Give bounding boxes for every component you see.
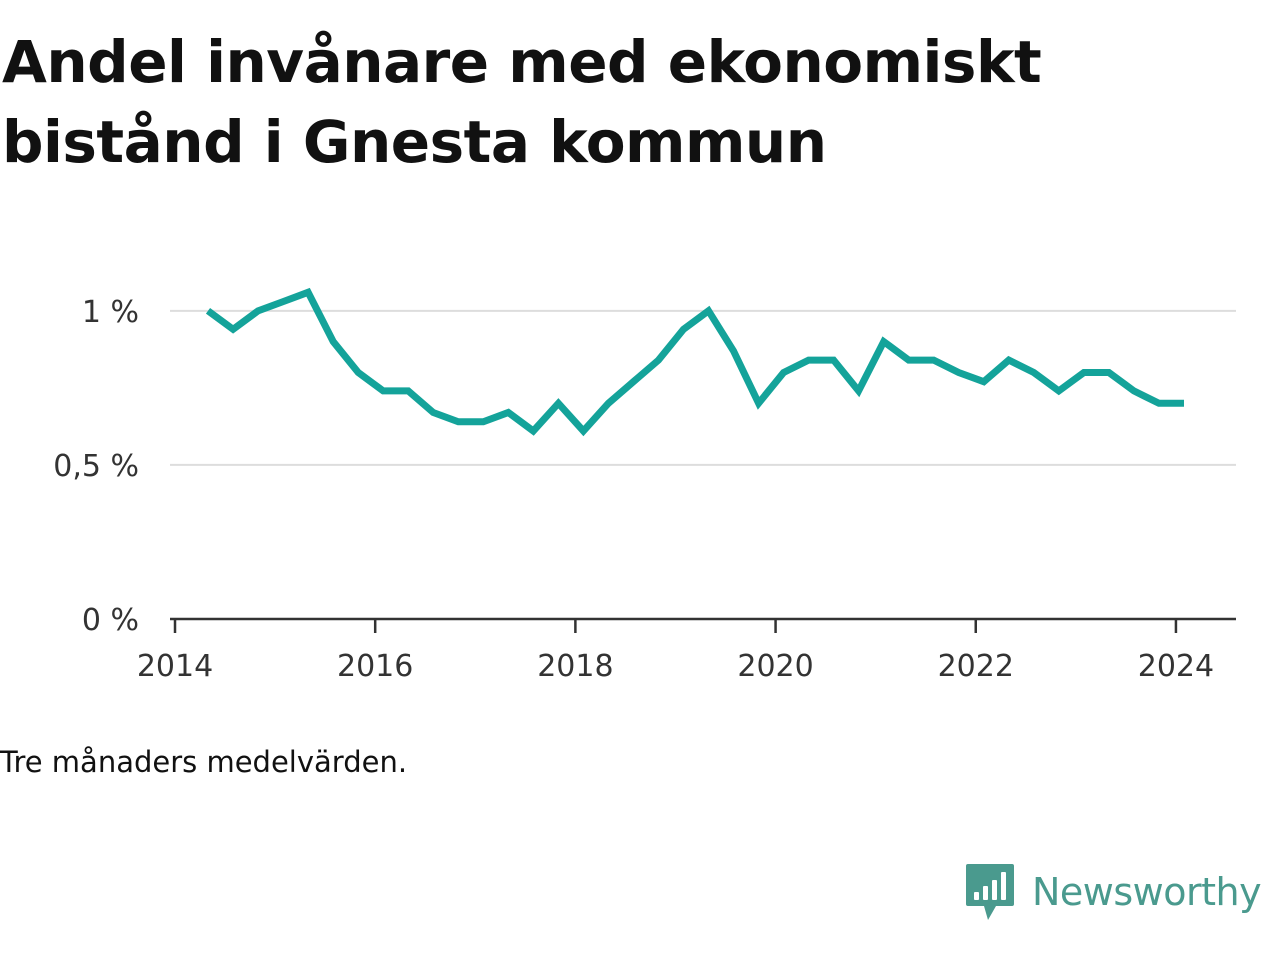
data-point: [352, 366, 364, 378]
x-tick-label: 2018: [537, 649, 613, 684]
data-point: [377, 385, 389, 397]
x-tick-label: 2020: [737, 649, 813, 684]
data-point: [928, 354, 940, 366]
data-point: [1128, 385, 1140, 397]
data-point: [903, 354, 915, 366]
chart-title: Andel invånare med ekonomiskt bistånd i …: [2, 28, 1042, 176]
data-point: [477, 416, 489, 428]
data-point: [502, 407, 514, 419]
data-point: [878, 336, 890, 348]
data-point: [327, 336, 339, 348]
data-point: [853, 385, 865, 397]
data-point: [677, 323, 689, 335]
data-point: [1028, 366, 1040, 378]
data-point: [277, 296, 289, 308]
data-point: [427, 407, 439, 419]
data-point: [302, 286, 314, 298]
y-axis-tick-labels: 0 % 0,5 % 1 %: [53, 295, 139, 638]
data-point: [252, 305, 264, 317]
data-point: [402, 385, 414, 397]
y-tick-label: 0,5 %: [53, 449, 139, 484]
data-point: [602, 397, 614, 409]
x-tick-label: 2016: [337, 649, 413, 684]
y-tick-label: 0 %: [82, 603, 139, 638]
data-point: [778, 366, 790, 378]
data-point: [652, 354, 664, 366]
data-point: [1053, 385, 1065, 397]
data-point: [728, 345, 740, 357]
x-tick-label: 2024: [1138, 649, 1214, 684]
data-point: [1003, 354, 1015, 366]
data-point: [1178, 397, 1190, 409]
newsworthy-bar-chart-icon: [966, 864, 1014, 920]
chart-note: Tre månaders medelvärden.: [0, 745, 408, 779]
data-point: [202, 305, 214, 317]
newsworthy-logo: Newsworthy: [964, 862, 1262, 922]
x-tick-label: 2014: [137, 649, 213, 684]
x-tick-label: 2022: [938, 649, 1014, 684]
series-line: [205, 287, 1184, 437]
data-point: [1078, 366, 1090, 378]
data-point: [978, 376, 990, 388]
x-axis: 2014 2016 2018 2020 2022 2024: [137, 619, 1214, 684]
data-point: [527, 425, 539, 437]
data-point: [703, 305, 715, 317]
data-point: [627, 376, 639, 388]
brand-name: Newsworthy: [1032, 870, 1262, 914]
data-point: [1153, 397, 1165, 409]
data-point: [828, 354, 840, 366]
data-point: [953, 366, 965, 378]
data-point: [1103, 366, 1115, 378]
line-chart: 0 % 0,5 % 1 % 2014 2016 2018 2020 2022 2024: [53, 286, 1236, 684]
data-point: [803, 354, 815, 366]
data-point: [577, 425, 589, 437]
series-layer: [202, 286, 1190, 437]
data-point: [227, 323, 239, 335]
data-point: [753, 397, 765, 409]
y-tick-label: 1 %: [82, 295, 139, 330]
data-point: [452, 416, 464, 428]
data-point: [552, 397, 564, 409]
